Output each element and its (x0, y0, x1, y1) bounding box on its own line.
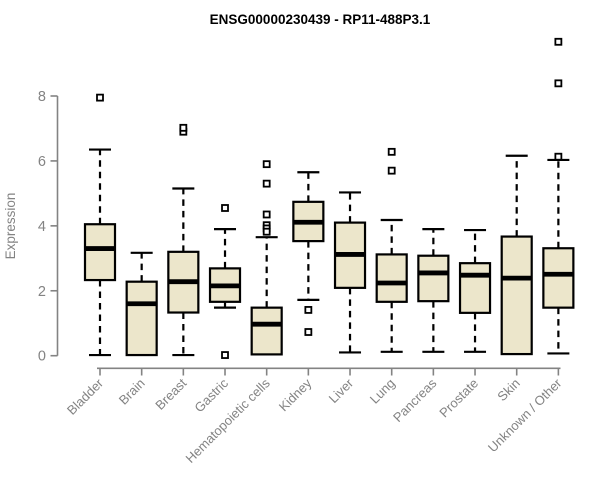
boxplot-pancreas (417, 227, 450, 353)
boxplot-liver (333, 191, 367, 354)
x-tick-label-lung: Lung (367, 376, 398, 407)
y-tick-label-0: 0 (38, 349, 46, 365)
outlier-point (304, 306, 313, 314)
x-tick-label-prostate: Prostate (436, 376, 481, 421)
iqr-box (500, 235, 533, 356)
outlier-point (221, 204, 229, 212)
boxplot-skin (500, 154, 533, 356)
iqr-box (125, 280, 158, 357)
outlier-point (262, 179, 271, 188)
iqr-box (458, 262, 492, 314)
chart-title: ENSG00000230439 - RP11-488P3.1 (210, 12, 431, 27)
iqr-box (250, 306, 283, 356)
x-tick-label-gastric: Gastric (191, 375, 231, 415)
x-tick-label-brain: Brain (116, 376, 148, 408)
outlier-point (387, 147, 396, 156)
x-tick-label-skin: Skin (494, 376, 522, 404)
outlier-point (387, 166, 396, 175)
outlier-point (554, 37, 563, 46)
outlier-point (221, 351, 229, 359)
x-tick-label-kidney: Kidney (276, 375, 315, 414)
boxplot-kidney (292, 171, 325, 336)
boxplot-bladder (83, 93, 117, 357)
boxplot-brain (125, 251, 158, 357)
x-tick-label-bladder: Bladder (64, 375, 107, 418)
outlier-point (554, 152, 563, 161)
outlier-point (304, 328, 313, 336)
iqr-box (375, 253, 408, 303)
boxplot-unknown-other (542, 37, 575, 355)
boxplot-prostate (458, 228, 492, 353)
y-tick-label-6: 6 (38, 154, 46, 170)
iqr-box (417, 254, 450, 303)
boxplot-hematopoietic-cells (250, 160, 283, 356)
y-tick-label-8: 8 (38, 89, 46, 105)
boxplots (83, 37, 575, 359)
iqr-box (542, 247, 575, 309)
x-tick-label-liver: Liver (326, 375, 357, 406)
outlier-point (262, 210, 271, 219)
outlier-point (262, 160, 271, 169)
x-tick-label-pancreas: Pancreas (390, 375, 440, 425)
iqr-box (83, 223, 117, 282)
y-tick-label-4: 4 (38, 219, 46, 235)
boxplot-lung (375, 147, 408, 353)
outlier-point (179, 123, 188, 132)
x-tick-label-breast: Breast (152, 375, 189, 412)
y-axis-title: Expression (3, 193, 18, 260)
boxplot-gastric (208, 204, 242, 359)
outlier-point (554, 79, 563, 88)
x-tick-label-unknown-other: Unknown / Other (485, 375, 565, 455)
y-tick-label-2: 2 (38, 284, 46, 300)
outlier-point (96, 93, 104, 102)
outlier-point (262, 227, 271, 236)
boxplot-breast (167, 123, 200, 357)
